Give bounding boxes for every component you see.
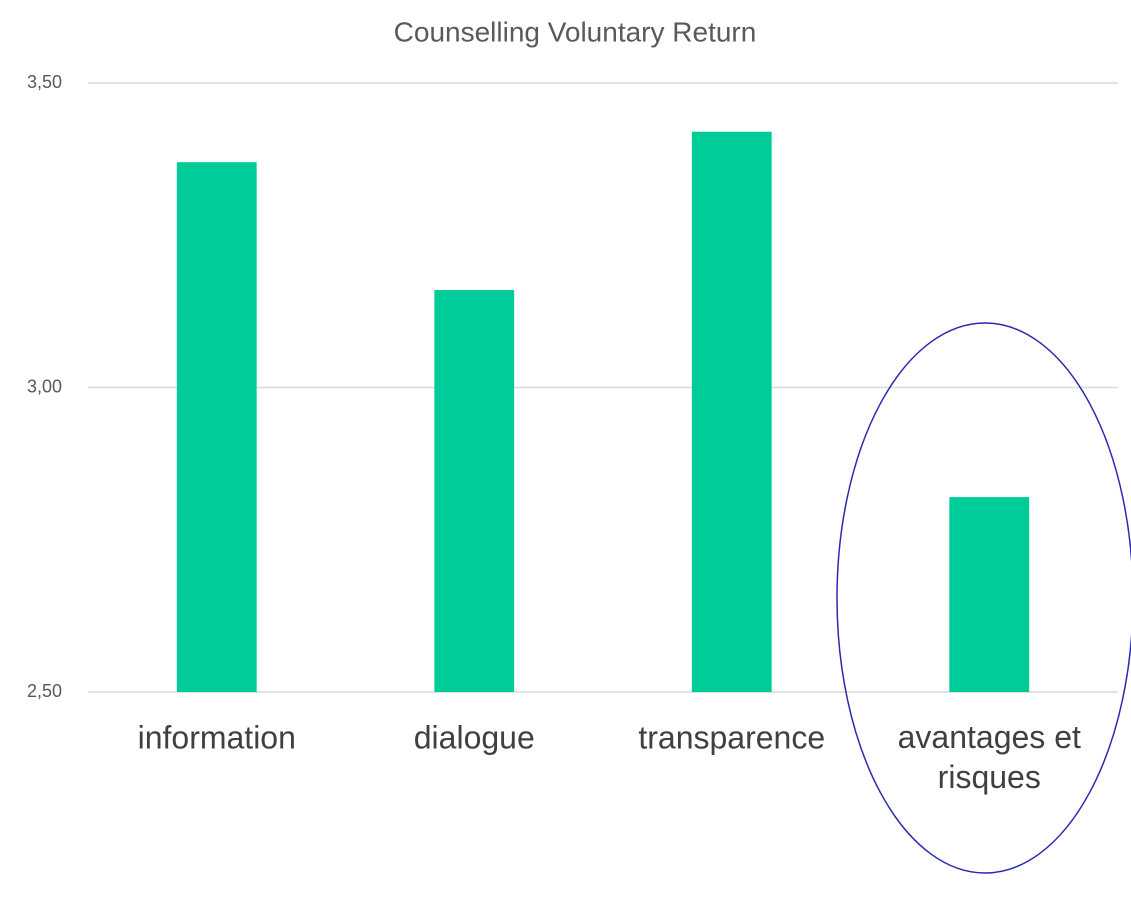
x-tick-label: dialogue xyxy=(414,719,535,755)
x-tick-label-line: avantages et xyxy=(898,719,1081,755)
bar xyxy=(949,497,1030,692)
y-tick-label: 3,50 xyxy=(27,72,62,92)
x-tick-label: avantages et risques xyxy=(898,719,1081,795)
y-tick-label: 3,00 xyxy=(27,376,62,396)
x-tick-label: information xyxy=(138,719,296,755)
x-tick-label-line: risques xyxy=(938,759,1041,795)
x-tick-label: transparence xyxy=(638,719,825,755)
bar xyxy=(691,131,772,693)
chart-title: Counselling Voluntary Return xyxy=(394,16,757,47)
y-tick-label: 2,50 xyxy=(27,681,62,701)
bar xyxy=(176,162,257,693)
highlight-ellipse xyxy=(836,322,1131,874)
bar xyxy=(434,290,515,692)
